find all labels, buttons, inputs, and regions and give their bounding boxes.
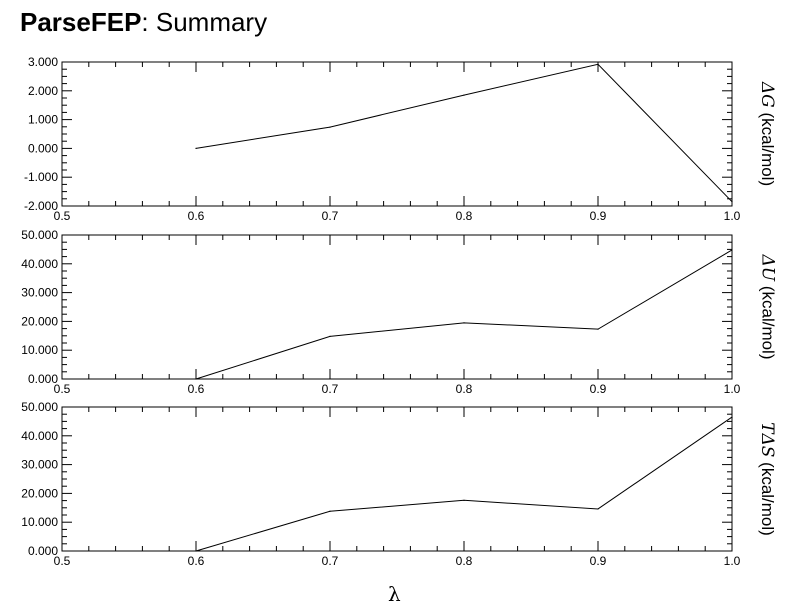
y-tick-label: -2.000 [24,199,58,213]
ylabel-panel-1: ΔG (kcal/mol) [752,62,782,206]
y-tick-label: 10.000 [21,515,58,529]
data-point [195,378,197,380]
y-tick-label: 30.000 [21,286,58,300]
x-tick-label: 0.7 [322,382,339,396]
data-point [597,508,599,510]
x-tick-label: 0.8 [456,554,473,568]
x-tick-label: 0.6 [188,554,205,568]
data-point [329,126,331,128]
data-point [597,328,599,330]
x-tick-label: 0.7 [322,209,339,223]
series-line [195,416,733,552]
y-tick-label: 50.000 [21,228,58,242]
ylabel-symbol: ΔU [757,254,778,282]
ylabel-symbol: ΔG [757,81,778,108]
x-tick-label: 1.0 [724,209,741,223]
x-tick-label: 0.5 [54,382,71,396]
x-tick-label: 0.9 [590,554,607,568]
ylabel-panel-2: ΔU (kcal/mol) [752,235,782,379]
series-line [195,249,733,380]
y-tick-label: 0.000 [28,141,58,155]
data-point [329,335,331,337]
y-tick-label: -1.000 [24,170,58,184]
y-tick-label: 1.000 [28,113,58,127]
title-rest: : Summary [141,7,268,37]
data-point [195,147,197,149]
x-tick-label: 0.5 [54,554,71,568]
x-axis-label: λ [388,582,401,606]
x-tick-label: 0.9 [590,209,607,223]
y-tick-label: 50.000 [21,400,58,414]
y-tick-label: 40.000 [21,429,58,443]
ylabel-panel-3: TΔS (kcal/mol) [752,407,782,551]
plot-frame [61,61,733,207]
data-point [731,249,733,251]
y-tick-label: 0.000 [28,544,58,558]
x-tick-label: 0.8 [456,209,473,223]
y-tick-label: 10.000 [21,343,58,357]
data-point [329,510,331,512]
x-tick-label: 0.9 [590,382,607,396]
data-point [463,94,465,96]
ylabel-unit: (kcal/mol) [758,457,778,536]
series-line [195,63,733,203]
ylabel-unit: (kcal/mol) [758,281,778,360]
ylabel-symbol: TΔS [757,422,778,458]
data-point [731,201,733,203]
y-tick-label: 0.000 [28,372,58,386]
title-bold: ParseFEP [20,7,142,37]
y-tick-label: 40.000 [21,257,58,271]
plot-frame [61,406,733,552]
x-tick-label: 0.7 [322,554,339,568]
y-tick-label: 2.000 [28,84,58,98]
y-tick-label: 20.000 [21,314,58,328]
y-tick-label: 30.000 [21,458,58,472]
data-point [463,322,465,324]
x-tick-label: 1.0 [724,382,741,396]
ylabel-unit: (kcal/mol) [758,107,778,187]
x-tick-label: 0.6 [188,382,205,396]
data-point [195,550,197,552]
page-title: ParseFEP: Summary [20,6,267,38]
plot-frame [61,234,733,380]
data-point [463,499,465,501]
data-point [731,416,733,418]
data-point [597,63,599,65]
y-tick-label: 3.000 [28,55,58,69]
x-tick-label: 1.0 [724,554,741,568]
x-tick-label: 0.5 [54,209,71,223]
x-tick-label: 0.8 [456,382,473,396]
y-tick-label: 20.000 [21,486,58,500]
x-tick-label: 0.6 [188,209,205,223]
